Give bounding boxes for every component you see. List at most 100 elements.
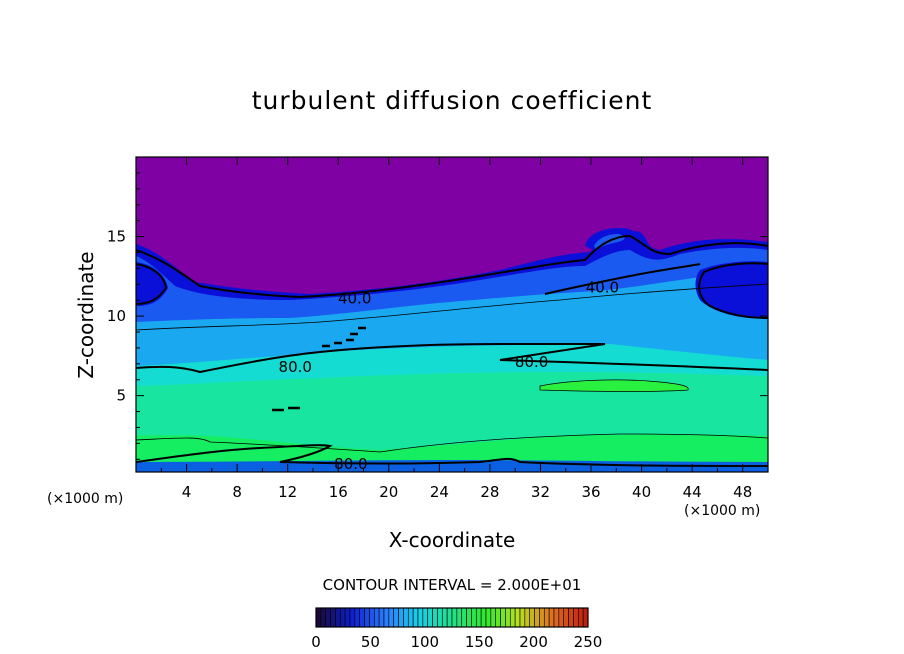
colorbar-swatch — [461, 607, 467, 628]
contour-thin-1 — [136, 283, 768, 331]
x-tick-label: 24 — [430, 483, 449, 501]
field-core-right — [695, 261, 768, 319]
colorbar-swatch — [412, 607, 419, 628]
colorbar-swatch — [373, 607, 380, 628]
x-unit-label: (×1000 m) — [684, 503, 761, 519]
colorbar-swatch — [364, 607, 370, 628]
colorbar-swatch — [480, 607, 487, 628]
colorbar-swatch — [320, 607, 327, 628]
x-tick-label: 20 — [379, 483, 398, 501]
contour-label: 80.0 — [279, 358, 312, 376]
colorbar-swatch — [388, 607, 395, 628]
colorbar-swatch — [577, 607, 584, 628]
colorbar-tick-label: 150 — [465, 633, 494, 651]
colorbar-swatch — [417, 607, 424, 628]
x-tick-label: 48 — [733, 483, 752, 501]
colorbar-swatch — [335, 607, 341, 628]
colorbar-swatch — [349, 607, 356, 628]
colorbar-swatch — [398, 607, 404, 628]
colorbar-swatch — [369, 607, 375, 628]
colorbar-swatch — [529, 607, 535, 628]
contour-label: 80.0 — [334, 455, 367, 473]
x-tick-label: 36 — [581, 483, 600, 501]
contour-label: 80.0 — [515, 353, 548, 371]
contour-80-upper — [136, 342, 768, 374]
x-axis-ticks: 4 8 12 16 20 24 28 32 36 40 44 48 — [160, 157, 752, 501]
colorbar-swatch — [548, 607, 555, 628]
contour-40-left-core — [136, 263, 168, 305]
contour-thin-3 — [539, 379, 689, 392]
colorbar-swatch — [456, 607, 463, 628]
y-axis-ticks: 5 10 15 — [107, 172, 768, 460]
y-tick-label: 10 — [107, 307, 126, 325]
colorbar-swatch — [568, 607, 574, 628]
colorbar-swatch — [339, 607, 346, 628]
y-tick-label: 15 — [107, 228, 126, 246]
colorbar-tick-label: 250 — [574, 633, 603, 651]
colorbar-swatch — [500, 607, 506, 628]
colorbar-swatch — [563, 607, 569, 628]
contour-40-upper — [136, 234, 768, 299]
colorbar-tick-label: 0 — [311, 633, 321, 651]
contour-40-lower-right — [544, 263, 701, 295]
x-axis-label: X-coordinate — [388, 528, 516, 552]
x-tick-label: 16 — [329, 483, 348, 501]
colorbar-swatch — [315, 607, 322, 628]
colorbar-swatch — [539, 607, 545, 628]
colorbar-swatch — [359, 607, 365, 628]
colorbar-swatch — [558, 607, 565, 628]
contour-interval-text: CONTOUR INTERVAL = 2.000E+01 — [322, 576, 582, 594]
y-unit-label: (×1000 m) — [47, 491, 124, 507]
field-layer — [136, 157, 768, 472]
colorbar-swatch — [437, 607, 443, 628]
colorbar-swatch — [378, 607, 385, 628]
colorbar-swatch — [471, 607, 477, 628]
colorbar-swatch — [422, 607, 429, 628]
colorbar-swatch — [407, 607, 414, 628]
colorbar-swatch — [325, 607, 331, 628]
x-tick-label: 8 — [232, 483, 242, 501]
contour-label: 40.0 — [338, 290, 371, 308]
contour-labels: 40.0 40.0 80.0 80.0 80.0 — [279, 278, 620, 473]
x-tick-label: 28 — [480, 483, 499, 501]
colorbar-swatch — [344, 607, 351, 628]
colorbar-swatch — [441, 607, 448, 628]
x-tick-label: 44 — [683, 483, 702, 501]
colorbar-swatch — [543, 607, 550, 628]
x-tick-label: 4 — [182, 483, 192, 501]
plot-frame — [135, 156, 769, 473]
x-tick-label: 12 — [278, 483, 297, 501]
contour-label: 40.0 — [586, 278, 619, 296]
colorbar-swatch — [383, 607, 390, 628]
colorbar-swatch — [553, 607, 560, 628]
contour-thin-2 — [136, 433, 768, 453]
colorbar-swatch — [514, 607, 521, 628]
colorbar-swatch — [582, 607, 589, 628]
colorbar-swatch — [490, 607, 497, 628]
y-tick-label: 5 — [116, 387, 126, 405]
colorbar: 0 50 100 150 200 250 — [311, 607, 603, 651]
field-level-140 — [540, 379, 689, 392]
colorbar-swatch — [505, 607, 511, 628]
x-tick-label: 40 — [632, 483, 651, 501]
contour-dashes — [272, 326, 366, 412]
colorbar-swatch — [446, 607, 453, 628]
colorbar-swatch — [524, 607, 531, 628]
colorbar-frame — [315, 607, 589, 628]
colorbar-swatch — [393, 607, 399, 628]
colorbar-tick-label: 200 — [519, 633, 548, 651]
colorbar-tick-label: 100 — [410, 633, 439, 651]
colorbar-swatch — [495, 607, 501, 628]
colorbar-swatch — [427, 607, 433, 628]
chart-title: turbulent diffusion coefficient — [251, 86, 653, 115]
colorbar-swatch — [403, 607, 409, 628]
colorbar-swatch — [451, 607, 458, 628]
colorbar-swatch — [354, 607, 361, 628]
colorbar-swatch — [573, 607, 579, 628]
colorbar-swatch — [485, 607, 492, 628]
colorbar-swatch — [330, 607, 336, 628]
colorbar-swatch — [534, 607, 540, 628]
colorbar-swatch — [475, 607, 482, 628]
colorbar-swatch — [466, 607, 472, 628]
